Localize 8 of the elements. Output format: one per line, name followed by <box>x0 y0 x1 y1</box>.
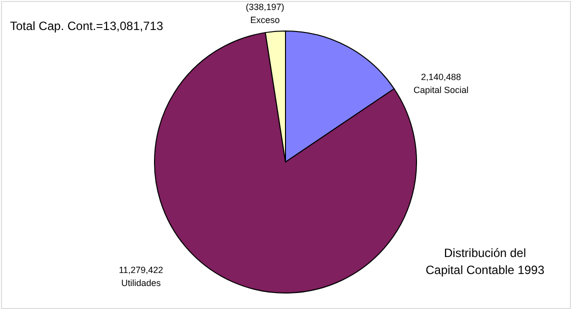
data-label: 2,140,488 <box>420 72 462 82</box>
text: Distribución del Capital Contable 1993 <box>426 246 545 277</box>
data-label: (338,197) <box>246 2 284 12</box>
text: Total Cap. Cont.=13,081,713 <box>10 19 164 33</box>
slice-label: Capital Social <box>413 85 469 95</box>
data-label: 11,279,422 <box>118 265 164 275</box>
slice-label: Utilidades <box>121 278 162 288</box>
slice-label: Exceso <box>250 15 280 25</box>
